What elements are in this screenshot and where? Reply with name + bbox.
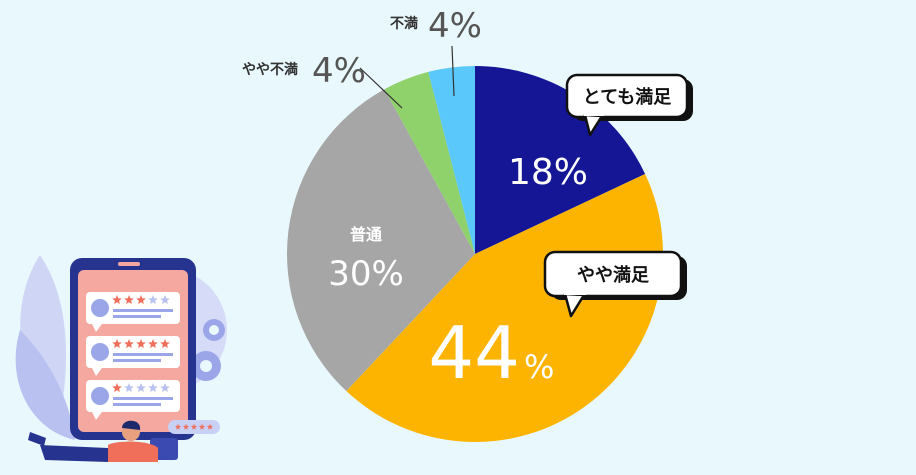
star-icon — [199, 423, 205, 430]
star-icon — [112, 383, 122, 392]
leader-line-dissatisfied — [451, 45, 455, 97]
label-dissatisfied-name: 不満 — [390, 15, 418, 32]
star-icon — [124, 295, 134, 304]
star-icon — [136, 295, 146, 304]
review-cards — [86, 292, 180, 420]
star-icon — [207, 423, 213, 430]
review-text-line — [113, 359, 161, 362]
avatar-icon — [91, 343, 109, 361]
review-text-line — [113, 397, 173, 400]
star-icon — [191, 423, 197, 430]
review-card-tail — [92, 368, 102, 376]
label-somewhat-satisfied-unit: % — [524, 348, 554, 386]
review-text-line — [113, 353, 173, 356]
label-somewhat-satisfied-value: 44 — [428, 311, 520, 395]
star-icon — [136, 383, 146, 392]
leader-line-somewhat-dissatisfied — [359, 67, 403, 109]
label-neutral-name: 普通 — [350, 225, 382, 244]
star-icon — [148, 383, 158, 392]
avatar-icon — [91, 387, 109, 405]
star-icon — [183, 423, 189, 430]
star-icon — [112, 295, 122, 304]
pie-slices — [287, 66, 663, 442]
star-icon — [175, 423, 181, 430]
pie-slice-very-satisfied — [475, 66, 646, 254]
star-icon — [160, 383, 170, 392]
star-icon — [148, 295, 158, 304]
star-icon — [124, 339, 134, 348]
star-icon — [136, 339, 146, 348]
label-somewhat-satisfied-name: やや満足 — [577, 264, 649, 286]
star-icon — [124, 383, 134, 392]
callout-somewhat-satisfied: やや満足 — [543, 250, 687, 318]
avatar-icon — [91, 299, 109, 317]
pie-slice-dissatisfied — [428, 66, 475, 254]
review-text-line — [113, 403, 161, 406]
rating-bubble-stars — [175, 423, 213, 430]
star-icon — [112, 339, 122, 348]
label-neutral-value: 30% — [328, 254, 404, 294]
person-figure — [28, 420, 178, 462]
star-icon — [148, 339, 158, 348]
label-very-satisfied-value: 18% — [508, 152, 588, 193]
review-text-line — [113, 309, 173, 312]
label-dissatisfied-value: 4% — [428, 6, 482, 46]
review-card-tail — [92, 412, 102, 420]
phone-speaker — [118, 262, 140, 266]
label-somewhat-dissatisfied-name: やや不満 — [242, 61, 298, 78]
callout-very-satisfied: とても満足 — [565, 73, 693, 137]
leaf-icon — [15, 330, 75, 440]
pie-slice-somewhat-dissatisfied — [384, 71, 475, 254]
label-very-satisfied-name: とても満足 — [583, 86, 672, 108]
review-card-tail — [92, 324, 102, 332]
pie-slice-neutral — [287, 89, 475, 392]
star-icon — [160, 339, 170, 348]
gear-icon — [191, 351, 221, 381]
star-icon — [160, 295, 170, 304]
phone-reviews-illustration — [15, 255, 227, 462]
label-somewhat-dissatisfied-value: 4% — [312, 51, 366, 91]
review-text-line — [113, 315, 161, 318]
gear-icon — [203, 319, 225, 341]
pie-slice-somewhat-satisfied — [346, 173, 663, 442]
